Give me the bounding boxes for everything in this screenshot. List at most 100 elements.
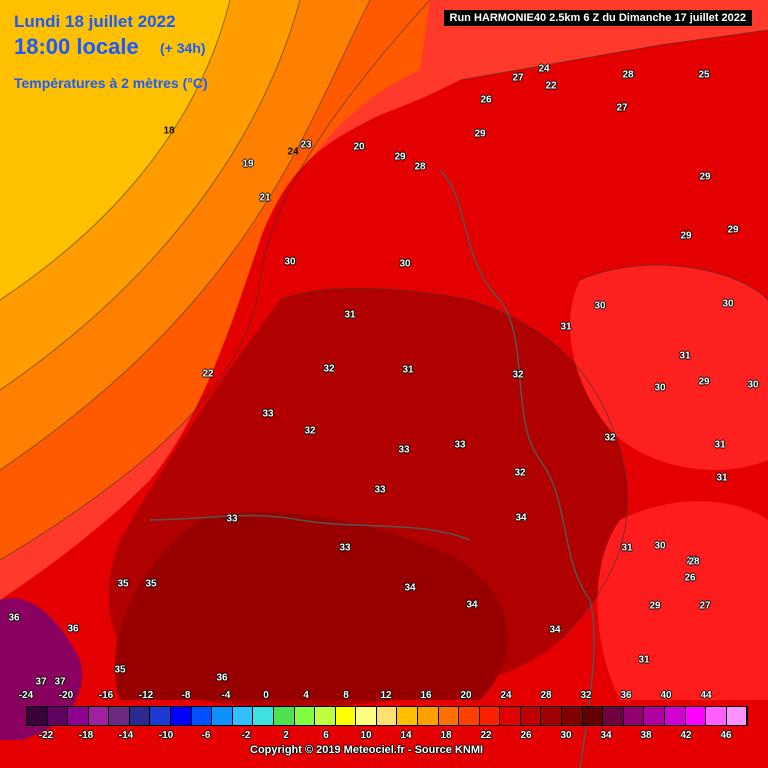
scale-tick-label: -18	[78, 730, 94, 741]
temperature-label: 34	[549, 624, 561, 636]
temperature-label: 27	[616, 102, 628, 114]
run-info: Run HARMONIE40 2.5km 6 Z du Dimanche 17 …	[443, 10, 752, 26]
scale-tick-label: -16	[98, 690, 114, 701]
temperature-label: 32	[323, 363, 335, 375]
land-purple-area	[0, 598, 82, 740]
scale-tick-label: 46	[720, 730, 732, 741]
temperature-label: 27	[699, 600, 711, 612]
scale-tick-label: 30	[560, 730, 572, 741]
scale-tick-label: -22	[38, 730, 54, 741]
temperature-label: 35	[114, 664, 126, 676]
temperature-label: 32	[604, 432, 616, 444]
forecast-time: 18:00 locale	[14, 34, 139, 59]
color-scale-cell	[376, 707, 398, 725]
color-scale-cell	[27, 707, 48, 725]
temperature-label: 31	[560, 321, 572, 333]
temperature-label: 19	[242, 158, 254, 170]
temperature-label: 22	[202, 368, 214, 380]
temperature-label: 29	[394, 151, 406, 163]
color-scale-cell	[294, 707, 316, 725]
color-scale-cell	[397, 707, 418, 725]
temperature-label: 31	[679, 350, 691, 362]
scale-tick-label: 12	[380, 690, 392, 701]
country-borders	[149, 169, 595, 768]
scale-tick-label: 24	[500, 690, 512, 701]
scale-tick-label: 14	[400, 730, 412, 741]
scale-tick-label: -4	[221, 690, 231, 701]
scale-tick-label: -14	[118, 730, 134, 741]
scale-tick-label: 32	[580, 690, 592, 701]
land-very-hot-area	[114, 512, 508, 700]
temperature-label: 30	[594, 300, 606, 312]
temperature-label: 30	[654, 382, 666, 394]
temperature-label: 36	[8, 612, 20, 624]
color-scale-cell	[644, 707, 665, 725]
scale-tick-label: -12	[138, 690, 154, 701]
color-scale-cell	[562, 707, 583, 725]
temperature-label: 32	[512, 369, 524, 381]
temperature-label: 31	[621, 542, 633, 554]
east-cooler-area	[570, 265, 768, 470]
temperature-label: 35	[145, 578, 157, 590]
temperature-label: 33	[262, 408, 274, 420]
temperature-label: 34	[466, 599, 478, 611]
copyright: Copyright © 2019 Meteociel.fr - Source K…	[250, 744, 484, 756]
temperature-label: 29	[680, 230, 692, 242]
temperature-label: 32	[304, 425, 316, 437]
scale-tick-label: 0	[263, 690, 269, 701]
scale-tick-label: 26	[520, 730, 532, 741]
temperature-label: 24	[287, 146, 299, 158]
temperature-label: 29	[699, 171, 711, 183]
color-scale-cell	[500, 707, 521, 725]
color-scale-cell	[685, 707, 707, 725]
color-scale-cell	[47, 707, 69, 725]
scale-tick-label: 36	[620, 690, 632, 701]
color-scale-cell	[109, 707, 130, 725]
isotherm-lines	[0, 0, 768, 641]
scale-tick-label: 4	[303, 690, 309, 701]
temperature-label: 34	[404, 582, 416, 594]
temperature-label: 34	[515, 512, 527, 524]
temperature-label: 20	[353, 141, 365, 153]
color-scale-cell	[171, 707, 192, 725]
color-scale-cell	[150, 707, 172, 725]
color-scale-cell	[706, 707, 727, 725]
temperature-label: 32	[514, 467, 526, 479]
temperature-label: 24	[538, 63, 550, 75]
temperature-label: 37	[54, 676, 66, 688]
scale-tick-label: 40	[660, 690, 672, 701]
color-scale-cell	[479, 707, 501, 725]
temperature-label: 28	[414, 161, 426, 173]
scale-tick-label: -2	[241, 730, 251, 741]
forecast-date: Lundi 18 juillet 2022	[14, 12, 176, 31]
color-scale-cell	[541, 707, 563, 725]
temperature-label: 29	[727, 224, 739, 236]
temperature-label: 33	[374, 484, 386, 496]
color-scale-cell	[191, 707, 213, 725]
temperature-label: 21	[259, 192, 271, 204]
temperature-label: 30	[399, 258, 411, 270]
color-scale-cell	[417, 707, 439, 725]
color-scale-bar	[26, 706, 748, 726]
color-scale-cell	[438, 707, 460, 725]
color-scale-cell	[520, 707, 542, 725]
color-scale-cell	[623, 707, 645, 725]
color-scale-cell	[664, 707, 686, 725]
temperature-label: 26	[684, 572, 696, 584]
temperature-label: 31	[714, 439, 726, 451]
color-scale-cell	[253, 707, 274, 725]
scale-tick-label: -24	[18, 690, 34, 701]
scale-tick-label: 2	[283, 730, 289, 741]
temperature-label: 28	[688, 556, 700, 568]
scale-ticks-bottom: -22 -18 -14 -10 -6 -2 2 6 10 14 18 22 26 30 34 38 42 46	[0, 730, 768, 744]
scale-tick-label: 16	[420, 690, 432, 701]
scale-tick-label: 34	[600, 730, 612, 741]
temperature-label: 30	[747, 379, 759, 391]
scale-tick-label: -20	[58, 690, 74, 701]
southeast-cooler-area	[597, 501, 768, 700]
scale-tick-label: 38	[640, 730, 652, 741]
temperature-label: 31	[344, 309, 356, 321]
temperature-label: 28	[686, 555, 698, 567]
color-scale-cell	[603, 707, 624, 725]
